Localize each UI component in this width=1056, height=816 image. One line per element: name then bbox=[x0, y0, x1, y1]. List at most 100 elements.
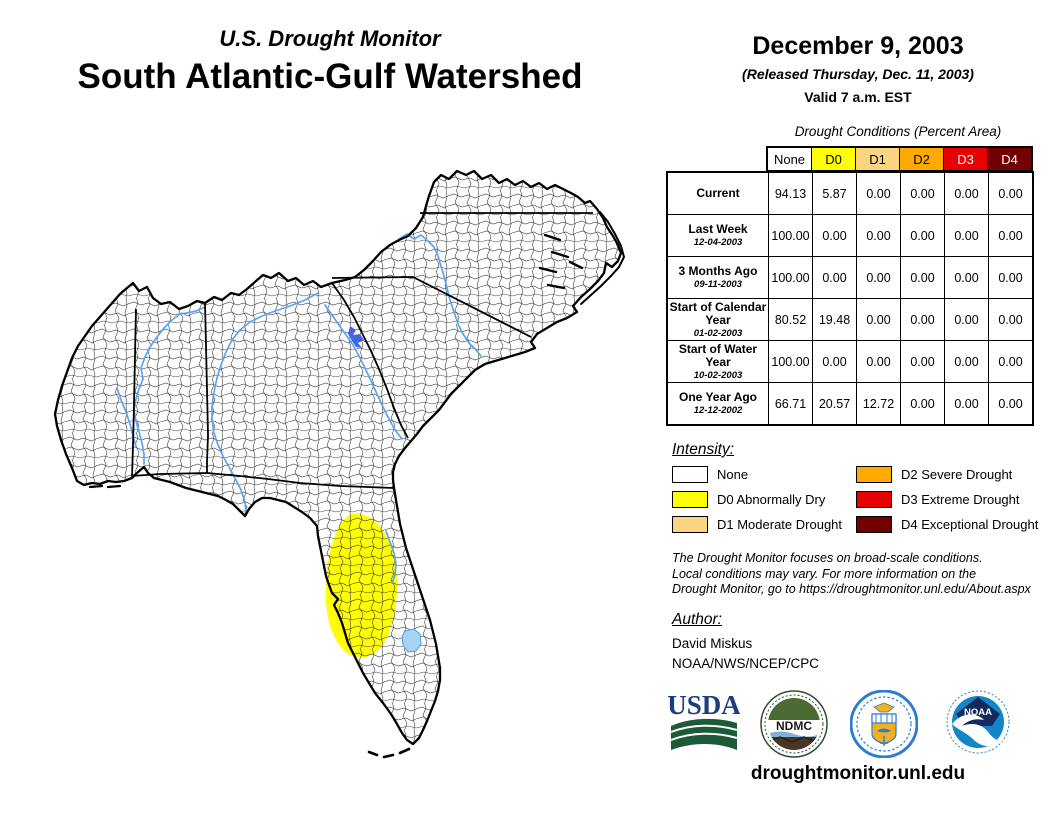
col-none: None bbox=[768, 148, 811, 170]
cell-value: 0.00 bbox=[989, 215, 1032, 256]
cell-value: 0.00 bbox=[901, 383, 944, 424]
legend-item-d3: D3 Extreme Drought bbox=[856, 491, 1020, 508]
cell-value: 0.00 bbox=[857, 341, 900, 382]
legend-item-none: None bbox=[672, 466, 748, 483]
cell-value: 0.00 bbox=[901, 257, 944, 298]
legend-title: Intensity: bbox=[672, 441, 735, 458]
lake-reservoir-sc bbox=[348, 326, 364, 348]
legend-swatch-d2 bbox=[856, 466, 892, 483]
border-fl-ga bbox=[131, 472, 395, 489]
river-savannah bbox=[324, 304, 403, 440]
river-peedee bbox=[398, 233, 482, 357]
cell-value: 0.00 bbox=[945, 215, 988, 256]
cell-value: 0.00 bbox=[901, 173, 944, 214]
cell-value: 100.00 bbox=[769, 341, 812, 382]
border-ga-al bbox=[204, 302, 209, 474]
row-label-one-year-ago: One Year Ago 12-12-2002 bbox=[668, 383, 768, 424]
cell-value: 0.00 bbox=[989, 341, 1032, 382]
legend-swatch-d3 bbox=[856, 491, 892, 508]
usda-logo: USDA bbox=[668, 690, 740, 750]
cell-value: 0.00 bbox=[813, 215, 856, 256]
noaa-logo: NOAA bbox=[946, 690, 1010, 754]
report-supertitle: U.S. Drought Monitor bbox=[219, 26, 441, 51]
cell-value: 0.00 bbox=[857, 299, 900, 340]
cell-value: 0.00 bbox=[857, 215, 900, 256]
table-title: Drought Conditions (Percent Area) bbox=[794, 124, 1002, 139]
disclaimer-text: The Drought Monitor focuses on broad-sca… bbox=[672, 551, 1031, 596]
watershed-map bbox=[53, 169, 626, 759]
agency-logos: USDA NDMC bbox=[660, 690, 1056, 758]
author-name: David Miskus bbox=[672, 636, 753, 651]
drought-category-header: None D0 D1 D2 D3 D4 bbox=[766, 146, 1033, 172]
intensity-legend: None D0 Abnormally Dry D1 Moderate Droug… bbox=[672, 466, 1052, 546]
drought-conditions-table: Current 94.13 5.87 0.00 0.00 0.00 0.00 L… bbox=[666, 171, 1034, 426]
cell-value: 5.87 bbox=[813, 173, 856, 214]
svg-text:NDMC: NDMC bbox=[776, 719, 812, 733]
valid-time: Valid 7 a.m. EST bbox=[804, 89, 912, 105]
cell-value: 0.00 bbox=[813, 341, 856, 382]
info-panel: December 9, 2003 (Released Thursday, Dec… bbox=[660, 0, 1056, 816]
svg-text:NOAA: NOAA bbox=[964, 707, 992, 718]
cell-value: 100.00 bbox=[769, 215, 812, 256]
cell-value: 12.72 bbox=[857, 383, 900, 424]
report-title: South Atlantic-Gulf Watershed bbox=[77, 57, 583, 96]
cell-value: 0.00 bbox=[813, 257, 856, 298]
river-stjohns bbox=[385, 530, 397, 584]
river-alabama bbox=[133, 306, 206, 465]
cell-value: 0.00 bbox=[901, 299, 944, 340]
cell-value: 80.52 bbox=[769, 299, 812, 340]
state-borders bbox=[131, 212, 593, 489]
cell-value: 0.00 bbox=[945, 299, 988, 340]
legend-item-d1: D1 Moderate Drought bbox=[672, 516, 842, 533]
col-d1: D1 bbox=[856, 148, 899, 170]
legend-swatch-d1 bbox=[672, 516, 708, 533]
florida-keys bbox=[367, 747, 411, 759]
cell-value: 0.00 bbox=[901, 341, 944, 382]
cell-value: 0.00 bbox=[945, 341, 988, 382]
map-title-block: U.S. Drought Monitor South Atlantic-Gulf… bbox=[0, 26, 660, 97]
legend-item-d0: D0 Abnormally Dry bbox=[672, 491, 825, 508]
cell-value: 0.00 bbox=[945, 383, 988, 424]
website-url: droughtmonitor.unl.edu bbox=[750, 763, 966, 784]
watershed-boundary bbox=[53, 169, 623, 746]
release-date: (Released Thursday, Dec. 11, 2003) bbox=[742, 66, 974, 82]
department-of-commerce-seal bbox=[850, 690, 918, 758]
cell-value: 0.00 bbox=[857, 173, 900, 214]
cell-value: 0.00 bbox=[945, 173, 988, 214]
map-date: December 9, 2003 bbox=[752, 32, 964, 60]
row-label-last-week: Last Week 12-04-2003 bbox=[668, 215, 768, 256]
col-d4: D4 bbox=[988, 148, 1031, 170]
legend-swatch-none bbox=[672, 466, 708, 483]
border-nc-sc bbox=[331, 276, 532, 338]
cell-value: 94.13 bbox=[769, 173, 812, 214]
outer-banks-barrier bbox=[580, 211, 626, 305]
cell-value: 0.00 bbox=[901, 215, 944, 256]
svg-text:USDA: USDA bbox=[668, 690, 740, 720]
legend-item-d4: D4 Exceptional Drought bbox=[856, 516, 1038, 533]
cell-value: 0.00 bbox=[857, 257, 900, 298]
legend-swatch-d0 bbox=[672, 491, 708, 508]
cell-value: 100.00 bbox=[769, 257, 812, 298]
row-label-3-months-ago: 3 Months Ago 09-11-2003 bbox=[668, 257, 768, 298]
col-d3: D3 bbox=[944, 148, 987, 170]
river-chattahoochee bbox=[211, 292, 319, 514]
row-label-start-calendar-year: Start of Calendar Year 01-02-2003 bbox=[668, 299, 768, 340]
row-label-current: Current bbox=[668, 173, 768, 214]
cell-value: 66.71 bbox=[769, 383, 812, 424]
county-boundaries bbox=[55, 171, 621, 744]
cell-value: 0.00 bbox=[989, 299, 1032, 340]
col-d0: D0 bbox=[812, 148, 855, 170]
legend-item-d2: D2 Severe Drought bbox=[856, 466, 1012, 483]
cell-value: 19.48 bbox=[813, 299, 856, 340]
border-sc-ga bbox=[331, 282, 409, 439]
sound-marsh-texture bbox=[538, 233, 584, 290]
author-heading: Author: bbox=[672, 611, 722, 628]
cell-value: 0.00 bbox=[945, 257, 988, 298]
cell-value: 0.00 bbox=[989, 257, 1032, 298]
border-al-ms bbox=[131, 308, 137, 479]
cell-value: 20.57 bbox=[813, 383, 856, 424]
author-organization: NOAA/NWS/NCEP/CPC bbox=[672, 656, 820, 671]
coastal-detail bbox=[88, 211, 626, 759]
row-label-start-water-year: Start of Water Year 10-02-2003 bbox=[668, 341, 768, 382]
